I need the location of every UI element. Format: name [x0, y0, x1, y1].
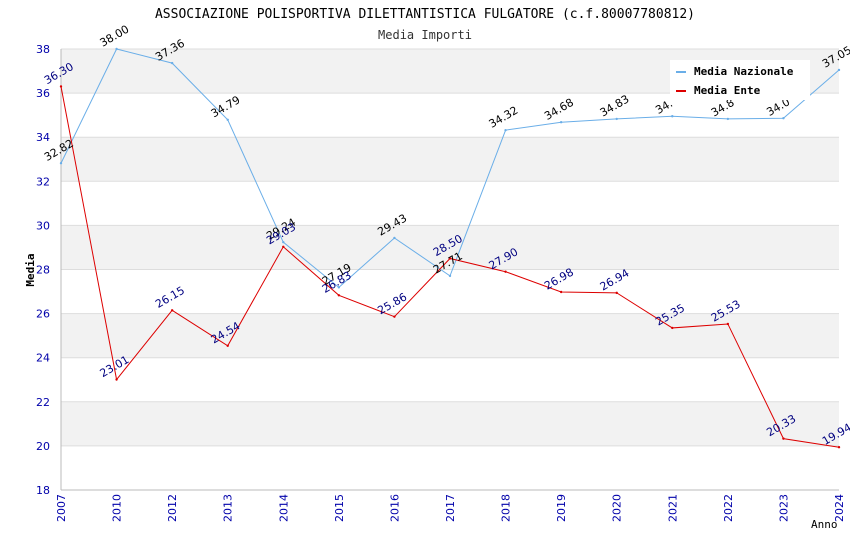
data-point: [59, 85, 63, 88]
y-tick-label: 22: [36, 396, 50, 409]
data-point: [393, 236, 396, 240]
data-label: 34.68: [542, 96, 576, 123]
x-tick-label: 2012: [166, 494, 179, 522]
gridlines: [61, 48, 839, 491]
y-tick-label: 18: [36, 484, 50, 497]
x-tick-label: 2023: [777, 494, 790, 522]
data-point: [226, 344, 229, 347]
data-point: [837, 68, 841, 72]
y-tick-label: 32: [36, 175, 50, 188]
plot-band: [61, 225, 839, 270]
y-tick-labels: 18 20 22 24 26 28 30 32 34 36 38: [36, 43, 50, 497]
data-point: [671, 115, 674, 118]
data-point: [115, 47, 118, 51]
data-point: [170, 61, 174, 65]
y-tick-label: 26: [36, 308, 50, 321]
y-tick-label: 24: [36, 352, 50, 365]
x-tick-labels: 2007 2010 2012 2013 2014 2015 2016 2017 2018 2019…: [55, 494, 846, 522]
x-tick-label: 2022: [722, 494, 735, 522]
data-point: [504, 128, 507, 132]
data-point: [282, 240, 285, 244]
legend-label-media-ente: Media Ente: [694, 84, 761, 97]
legend-background: [670, 60, 810, 100]
y-tick-label: 38: [36, 43, 50, 56]
x-tick-label: 2017: [444, 494, 457, 522]
data-label: 34.32: [487, 104, 521, 131]
data-point: [782, 437, 785, 440]
data-point: [726, 117, 730, 121]
data-point: [59, 162, 63, 165]
data-point: [504, 270, 507, 273]
data-label: 26.94: [598, 266, 632, 293]
data-point: [115, 378, 118, 381]
y-tick-label: 30: [36, 219, 50, 232]
legend-label-media-nazionale: Media Nazionale: [694, 65, 794, 78]
x-tick-label: 2010: [111, 494, 124, 522]
x-tick-label: 2020: [611, 494, 624, 522]
data-point: [559, 290, 563, 294]
y-tick-label: 36: [36, 87, 50, 100]
data-point: [337, 286, 341, 289]
data-point: [837, 446, 841, 449]
x-tick-label: 2019: [555, 494, 568, 522]
chart-subtitle: Media Importi: [378, 28, 472, 42]
data-point: [226, 118, 229, 121]
x-tick-label: 2018: [500, 494, 513, 522]
data-point: [726, 322, 730, 326]
y-tick-label: 20: [36, 440, 50, 453]
y-tick-label: 28: [36, 264, 50, 277]
y-axis-label: Media: [24, 253, 37, 286]
series-layer: [59, 47, 841, 449]
x-axis-label: Anno: [811, 518, 838, 531]
plot-band: [61, 313, 839, 358]
data-point: [448, 274, 452, 278]
x-tick-label: 2015: [333, 494, 346, 522]
plot-band: [61, 401, 839, 446]
data-point: [282, 245, 285, 248]
data-point: [615, 117, 618, 121]
legend: Media Nazionale Media Ente: [670, 60, 810, 100]
chart-title: ASSOCIAZIONE POLISPORTIVA DILETTANTISTIC…: [155, 7, 695, 22]
y-tick-label: 34: [36, 131, 50, 144]
x-tick-label: 2013: [222, 494, 235, 522]
axes: [60, 49, 839, 491]
data-label: 26.15: [153, 284, 187, 311]
x-tick-label: 2024: [833, 494, 846, 522]
x-tick-label: 2016: [388, 494, 401, 522]
x-tick-label: 2021: [666, 494, 679, 522]
data-point: [393, 315, 396, 318]
data-point: [615, 291, 618, 295]
x-tick-label: 2007: [55, 494, 68, 522]
data-label: 34.79: [209, 93, 243, 120]
x-tick-label: 2014: [277, 494, 290, 522]
data-point: [448, 257, 452, 260]
plot-band: [61, 137, 839, 182]
data-point: [671, 326, 674, 330]
data-label: 34.83: [598, 92, 632, 119]
data-label: 38.00: [98, 23, 132, 50]
data-point: [782, 117, 785, 120]
data-point: [170, 309, 174, 312]
plot-background-bands: [61, 49, 839, 446]
data-point: [337, 294, 341, 297]
data-point: [559, 121, 563, 124]
